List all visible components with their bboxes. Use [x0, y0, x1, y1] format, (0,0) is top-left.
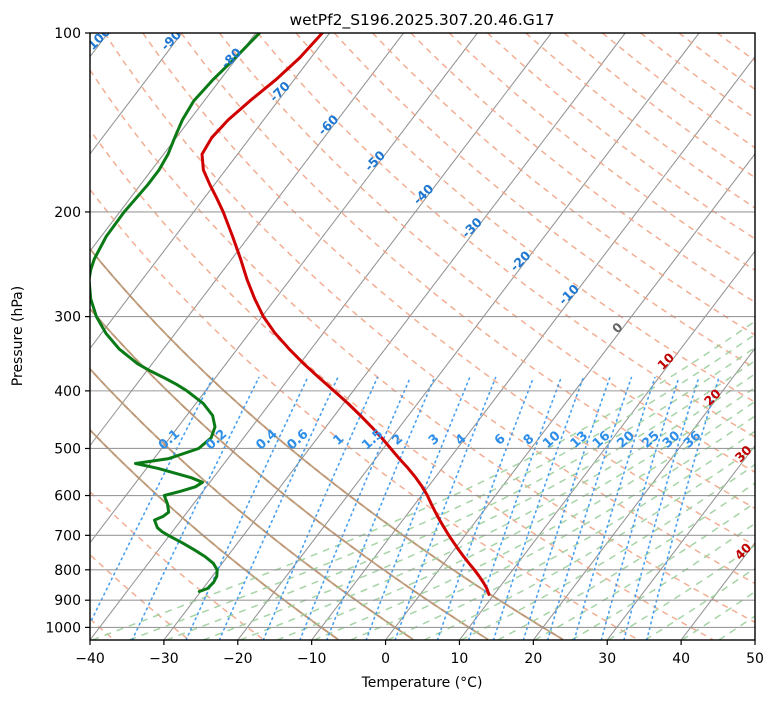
isotherm--60 [90, 33, 404, 447]
dry-adiabat-30 [90, 188, 639, 640]
dry-adiabat-190 [601, 33, 755, 149]
mixing-ratio-10 [492, 376, 585, 640]
isotherm--40 [90, 33, 552, 640]
dry-adiabat--20 [90, 490, 264, 640]
moist-adiabat--5 [350, 415, 755, 640]
moist-adiabat-10 [460, 463, 755, 640]
y-tick-label-700: 700 [54, 528, 81, 544]
x-tick-label-0: 0 [381, 651, 390, 667]
dry-adiabat-120 [333, 33, 755, 370]
dewpoint-profile [90, 33, 261, 593]
mixing-ratio-25 [600, 376, 680, 640]
dry-adiabat-highlight-0 [90, 367, 414, 640]
y-tick-label-400: 400 [54, 384, 81, 400]
data-layer [90, 33, 491, 596]
temperature-profile [200, 33, 491, 596]
x-tick-label-20: 20 [524, 651, 542, 667]
x-tick-label-50: 50 [746, 651, 764, 667]
x-tick-label-30: 30 [598, 651, 616, 667]
y-tick-label-300: 300 [54, 310, 81, 326]
mixing-ratio-20 [573, 376, 656, 640]
dry-adiabat-highlight-20 [90, 247, 564, 640]
moist-adiabat-25 [571, 522, 755, 640]
x-tick-label--40: −40 [75, 651, 105, 667]
dry-adiabat-150 [448, 33, 755, 272]
isotherm-10 [459, 250, 755, 640]
y-tick-label-200: 200 [54, 205, 81, 221]
isotherm--90 [90, 33, 183, 155]
moist-adiabat-5 [423, 446, 755, 640]
y-tick-label-600: 600 [54, 489, 81, 505]
y-tick-label-800: 800 [54, 563, 81, 579]
moist-adiabat--30 [165, 346, 755, 640]
mixing-ratio-1 [262, 376, 379, 640]
isotherm--50 [90, 33, 478, 544]
dry-adiabat-130 [372, 33, 755, 336]
mixing-ratio-3 [365, 376, 471, 640]
x-axis-label: Temperature (°C) [361, 675, 483, 691]
dry-adiabat-70 [142, 33, 755, 547]
mixing-ratio-4 [394, 376, 497, 640]
moist-adiabat--35 [129, 333, 755, 640]
dry-adiabat-highlight-10 [90, 307, 489, 640]
mixing-ratio-13 [522, 376, 611, 640]
mixing-ratio-0.6 [218, 376, 339, 640]
dry-adiabat-60 [103, 33, 755, 585]
moist-adiabat-30 [607, 544, 755, 640]
y-tick-label-900: 900 [54, 593, 81, 609]
x-tick-label--30: −30 [149, 651, 179, 667]
moist-adiabat--40 [92, 320, 755, 640]
isotherm-30 [606, 444, 755, 640]
y-axis-label: Pressure (hPa) [10, 286, 26, 386]
mixing-ratio-30 [623, 376, 700, 640]
isotherm--30 [163, 33, 626, 640]
mixing-ratio-36 [646, 376, 720, 640]
mixing-ratio-8 [467, 376, 562, 640]
moist-adiabat-0 [387, 430, 755, 640]
mixing-ratio-0.1 [90, 376, 214, 625]
chart-title: wetPf2_S196.2025.307.20.46.G17 [290, 11, 555, 30]
y-tick-label-100: 100 [54, 26, 81, 42]
mixing-ratio-2 [326, 376, 436, 640]
dry-adiabat-110 [295, 33, 755, 404]
x-tick-label--10: −10 [297, 651, 327, 667]
isotherm-0 [385, 153, 755, 640]
isotherm--20 [237, 33, 700, 640]
x-tick-label-10: 10 [451, 651, 469, 667]
plot-frame [89, 32, 756, 641]
x-tick-label-40: 40 [672, 651, 690, 667]
x-tick-label--20: −20 [223, 651, 253, 667]
mixing-ratio-6 [436, 376, 535, 640]
grid-layer [90, 33, 755, 640]
mixing-ratio-1.5 [299, 376, 412, 640]
y-tick-label-500: 500 [54, 441, 81, 457]
dry-adiabat-160 [486, 33, 755, 240]
moist-adiabat--10 [313, 400, 755, 640]
dry-adiabat-140 [410, 33, 755, 304]
mixing-ratio-16 [546, 376, 633, 640]
y-tick-label-1000: 1000 [45, 620, 81, 636]
moist-adiabat-20 [534, 501, 755, 640]
isotherm--70 [90, 33, 331, 350]
dry-adiabat-40 [90, 128, 714, 640]
